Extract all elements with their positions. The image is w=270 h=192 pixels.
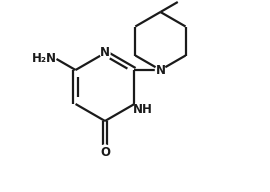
Circle shape xyxy=(100,48,110,58)
Text: NH: NH xyxy=(133,103,152,116)
Text: N: N xyxy=(156,65,166,78)
Text: H₂N: H₂N xyxy=(32,51,57,65)
Circle shape xyxy=(134,101,149,115)
Circle shape xyxy=(156,65,166,75)
Text: O: O xyxy=(100,146,110,159)
Text: N: N xyxy=(100,46,110,59)
Circle shape xyxy=(39,51,55,67)
Circle shape xyxy=(100,145,110,155)
